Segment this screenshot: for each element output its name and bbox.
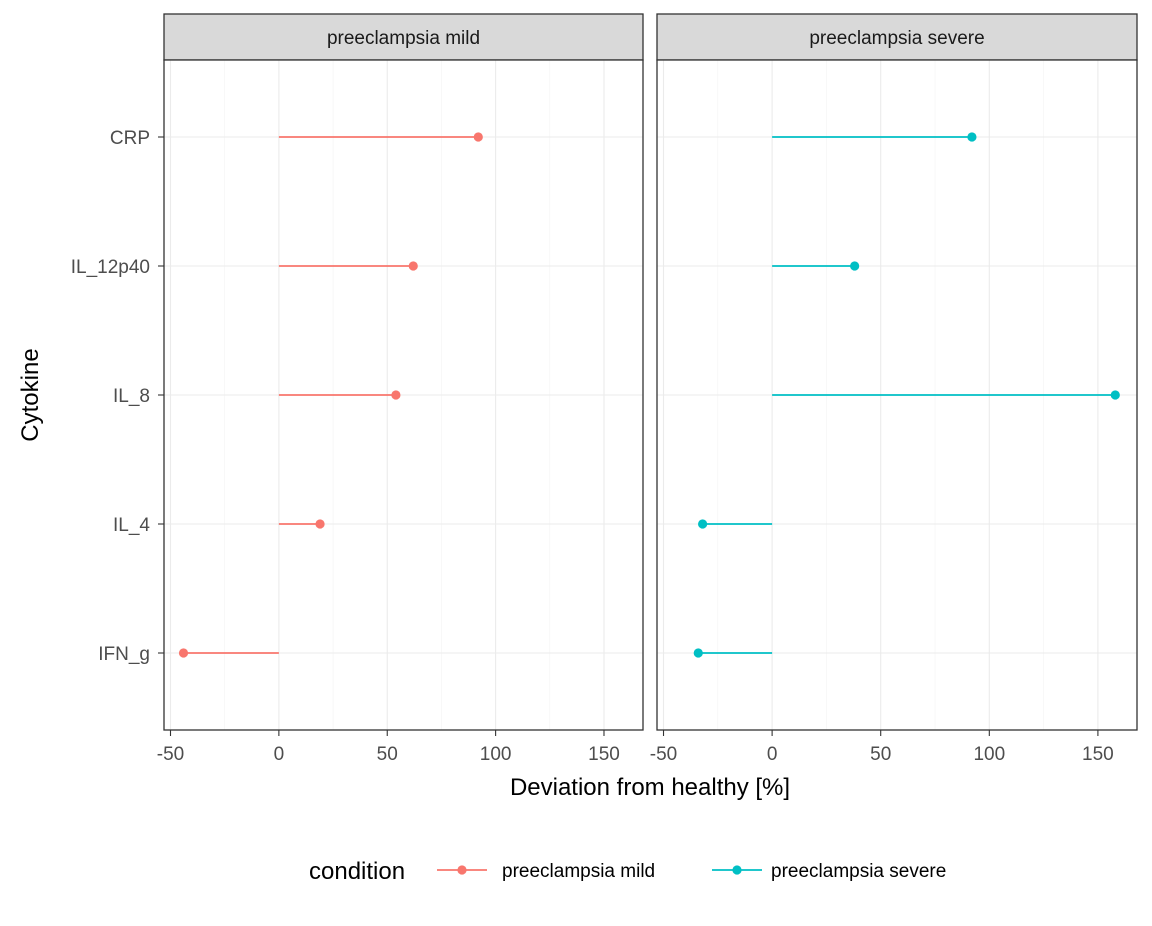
y-tick-label: IFN_g — [98, 644, 150, 665]
legend-key-point-severe — [732, 865, 742, 875]
legend-label-severe: preeclampsia severe — [771, 861, 946, 882]
x-tick-label: 100 — [480, 744, 512, 765]
legend-label-mild: preeclampsia mild — [502, 861, 655, 882]
lollipop-point — [391, 390, 401, 400]
x-tick-label: -50 — [157, 744, 184, 765]
x-axis-title: Deviation from healthy [%] — [510, 774, 790, 801]
lollipop-point — [315, 519, 325, 529]
y-axis-title: Cytokine — [17, 348, 44, 441]
y-tick-label: IL_4 — [113, 515, 150, 536]
lollipop-point — [408, 261, 418, 271]
x-tick-label: 50 — [870, 744, 891, 765]
lollipop-point — [967, 132, 977, 142]
lollipop-point — [473, 132, 483, 142]
x-tick-label: 150 — [588, 744, 620, 765]
lollipop-point — [178, 648, 189, 658]
facet-label-severe: preeclampsia severe — [809, 28, 984, 49]
lollipop-point — [1110, 390, 1120, 400]
panel-border-severe — [656, 59, 1138, 731]
x-tick-label: 0 — [274, 744, 285, 765]
legend-key-point-mild — [457, 865, 467, 875]
lollipop-point — [698, 519, 708, 529]
x-tick-label: -50 — [650, 744, 677, 765]
x-tick-label: 0 — [767, 744, 778, 765]
x-tick-label: 100 — [973, 744, 1005, 765]
lollipop-point — [693, 648, 703, 658]
x-tick-label: 50 — [377, 744, 398, 765]
facet-strip-mild — [163, 13, 644, 61]
y-tick-label: CRP — [110, 128, 150, 149]
facet-label-mild: preeclampsia mild — [327, 28, 480, 49]
x-tick-label: 150 — [1082, 744, 1114, 765]
legend-title: condition — [309, 858, 405, 885]
lollipop-point — [850, 261, 860, 271]
facet-strip-severe — [656, 13, 1138, 61]
y-tick-label: IL_12p40 — [71, 257, 150, 278]
y-tick-label: IL_8 — [113, 386, 150, 407]
